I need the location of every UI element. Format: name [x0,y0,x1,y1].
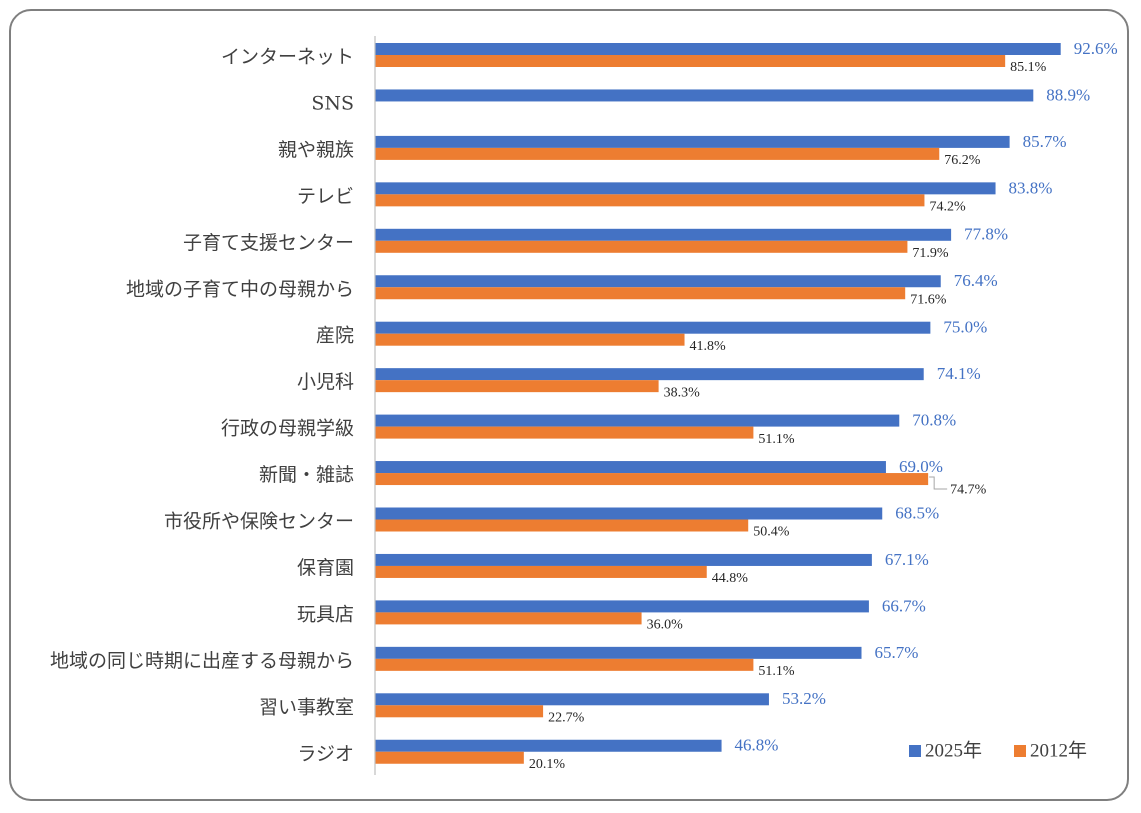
data-label-2012: 51.1% [758,432,795,447]
data-label-2025: 68.5% [895,503,939,522]
bar-2012 [375,194,925,207]
data-label-2012: 85.1% [1010,60,1047,75]
bar-2012 [375,380,659,393]
category-label: 市役所や保険センター [164,511,354,533]
bar-2025 [375,182,996,195]
bar-2025 [375,507,883,520]
bar-2025 [375,461,886,474]
legend: 2025年 2012年 [909,739,1087,761]
category-label: 保育園 [297,557,354,579]
bar-2012 [375,287,906,300]
data-label-2025: 88.9% [1046,85,1090,104]
bar-2025 [375,135,1010,148]
data-label-2012: 20.1% [529,757,566,772]
data-label-2025: 66.7% [882,596,926,615]
category-label: ラジオ [297,743,354,765]
bar-2012 [375,473,929,486]
bar-2025 [375,89,1034,102]
data-label-2025: 85.7% [1023,132,1067,151]
bar-2025 [375,368,924,381]
bar-2012 [375,565,707,578]
bar-2025 [375,228,952,241]
bar-2012 [375,147,940,160]
category-label: テレビ [297,185,354,207]
category-label: 産院 [316,325,354,347]
bar-2025 [375,693,769,706]
legend-swatch-2012 [1014,745,1026,757]
bar-2025 [375,646,862,659]
category-label: 親や親族 [278,139,354,161]
data-label-2012: 38.3% [664,385,701,400]
data-label-2012: 74.2% [929,200,966,215]
bar-2025 [375,739,722,752]
data-label-2025: 53.2% [782,689,826,708]
bar-2025 [375,414,900,427]
legend-label-2025: 2025年 [925,739,982,761]
bar-2012 [375,519,749,532]
data-label-2012: 71.6% [910,292,947,307]
data-label-2025: 74.1% [937,364,981,383]
category-label: 地域の子育て中の母親から [126,278,354,300]
data-label-2012: 51.1% [758,664,795,679]
category-label: 玩具店 [297,603,354,625]
leader-line [929,476,948,490]
bar-2012 [375,333,685,346]
bar-2012 [375,658,754,671]
data-label-2025: 75.0% [943,318,987,337]
bar-2012 [375,55,1006,67]
category-label: 習い事教室 [259,696,354,718]
category-label: 新聞・雑誌 [259,464,354,486]
bar-2012 [375,705,544,718]
category-label: 子育て支援センター [183,232,354,254]
bar-group: インターネット 92.6% 85.1% SNS 88.9% 親や親族 85.7% 76.2% テ… [50,39,1118,772]
bar-2025 [375,275,941,288]
data-label-2012: 74.7% [950,482,987,497]
data-label-2025: 65.7% [875,643,919,662]
data-label-2012: 50.4% [753,525,790,540]
data-label-2025: 67.1% [885,550,929,569]
bar-2012 [375,426,754,439]
data-label-2012: 22.7% [548,711,585,726]
data-label-2025: 92.6% [1074,39,1118,58]
data-label-2025: 77.8% [964,225,1008,244]
category-label: 小児科 [297,371,354,393]
data-label-2025: 70.8% [912,411,956,430]
data-label-2025: 83.8% [1009,178,1053,197]
data-label-2012: 44.8% [712,571,749,586]
bar-2025 [375,321,931,334]
data-label-2012: 71.9% [912,246,949,261]
data-label-2025: 76.4% [954,271,998,290]
bar-2025 [375,553,872,566]
category-label: SNS [311,92,354,114]
bar-2012 [375,612,642,625]
category-label: 行政の母親学級 [221,418,354,440]
bar-2025 [375,43,1061,55]
data-label-2025: 46.8% [735,736,779,755]
category-label: インターネット [221,46,354,68]
legend-swatch-2025 [909,745,921,757]
legend-label-2012: 2012年 [1030,739,1087,761]
data-label-2012: 36.0% [647,618,684,633]
category-label: 地域の同じ時期に出産する母親から [50,650,354,672]
data-label-2012: 76.2% [944,153,981,168]
data-label-2025: 69.0% [899,457,943,476]
bar-2012 [375,751,524,764]
bar-2025 [375,600,869,613]
bar-2012 [375,240,908,253]
data-label-2012: 41.8% [690,339,727,354]
